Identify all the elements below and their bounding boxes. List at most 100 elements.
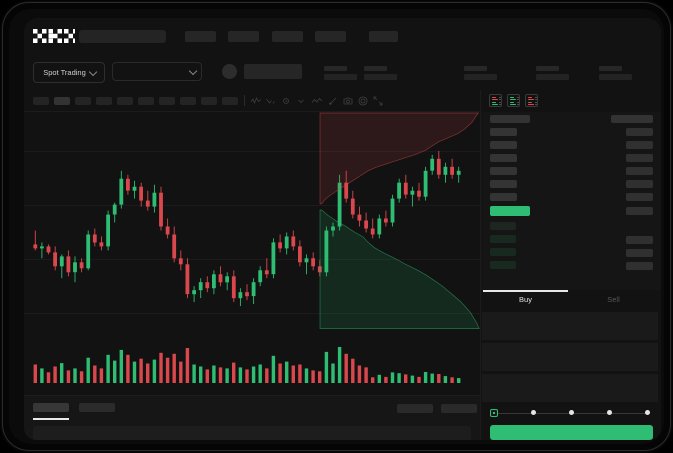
orderbook[interactable] xyxy=(481,112,661,290)
ticker-stat-value xyxy=(364,74,397,80)
volume-bar xyxy=(113,360,117,383)
timeframe-button-0[interactable] xyxy=(33,97,49,105)
orderbook-bid-row-3[interactable] xyxy=(490,261,516,269)
volume-bar xyxy=(238,367,243,383)
orderbook-bid-size-2[interactable] xyxy=(626,249,653,257)
candle xyxy=(112,202,117,223)
orderbook-ask-row-1[interactable] xyxy=(490,141,517,149)
orderbook-bid-row-0[interactable] xyxy=(490,222,516,230)
timeframe-button-2[interactable] xyxy=(75,97,91,105)
camera-icon[interactable] xyxy=(342,95,354,107)
orderbook-ask-size-3[interactable] xyxy=(626,167,653,175)
orderbook-ask-row-2[interactable] xyxy=(490,154,517,162)
orderbook-ask-size-5[interactable] xyxy=(626,193,653,201)
nav-item-5[interactable] xyxy=(369,31,398,42)
candle xyxy=(152,184,157,213)
trading-pair-dropdown[interactable] xyxy=(112,62,202,81)
timeframe-button-1[interactable] xyxy=(54,97,70,105)
orderbook-ask-row-3[interactable] xyxy=(490,167,517,175)
orderbook-ask-row-5[interactable] xyxy=(490,193,517,201)
orderbook-bid-row-1[interactable] xyxy=(490,235,516,243)
timeframe-button-5[interactable] xyxy=(138,97,154,105)
timeframe-button-6[interactable] xyxy=(159,97,175,105)
indicators-icon[interactable] xyxy=(250,95,262,107)
orderbook-ask-size-2[interactable] xyxy=(626,154,653,162)
orderbook-bid-row-2[interactable] xyxy=(490,248,516,256)
candle xyxy=(231,270,236,303)
volume-bar xyxy=(285,361,289,383)
orderbook-both-icon[interactable] xyxy=(489,94,502,107)
price-field[interactable] xyxy=(482,312,658,341)
orderbook-ask-row-0[interactable] xyxy=(490,128,517,136)
volume-bar xyxy=(199,366,203,383)
timeframe-button-7[interactable] xyxy=(180,97,196,105)
orders-panel xyxy=(24,395,480,440)
ticker-stat-2 xyxy=(364,66,397,80)
orderbook-asks-icon[interactable] xyxy=(525,94,538,107)
volume-bar xyxy=(185,348,190,383)
total-field[interactable] xyxy=(482,374,658,403)
fullscreen-icon[interactable] xyxy=(372,95,384,107)
volume-bar xyxy=(390,372,395,383)
candle xyxy=(139,182,143,207)
candle xyxy=(205,276,210,293)
nav-item-3[interactable] xyxy=(272,31,303,42)
orderbook-last-size[interactable] xyxy=(626,207,653,215)
percent-step-75[interactable] xyxy=(607,410,612,415)
orderbook-last-price-row[interactable] xyxy=(490,206,530,216)
nav-item-2[interactable] xyxy=(228,31,259,42)
percent-slider[interactable] xyxy=(490,408,653,418)
candle xyxy=(245,284,249,301)
volume-bar xyxy=(351,358,355,383)
candlestick-chart[interactable] xyxy=(24,111,480,336)
orderbook-ask-size-4[interactable] xyxy=(626,180,653,188)
orders-tab-1[interactable] xyxy=(79,403,115,412)
percent-step-25[interactable] xyxy=(531,410,536,415)
orderbook-header-left[interactable] xyxy=(490,115,530,123)
volume-bar xyxy=(99,368,104,383)
orderbook-bid-size-1[interactable] xyxy=(626,236,653,244)
candle xyxy=(430,154,435,175)
orderbook-ask-size-0[interactable] xyxy=(626,128,653,136)
candle xyxy=(278,234,282,253)
orderbook-bid-size-3[interactable] xyxy=(626,262,653,270)
settings-icon[interactable] xyxy=(357,95,369,107)
nav-item-1[interactable] xyxy=(185,31,216,42)
volume-bar xyxy=(344,353,348,383)
orders-tab-0[interactable] xyxy=(33,403,69,412)
chevron-down-icon[interactable] xyxy=(295,95,307,107)
timeframe-button-9[interactable] xyxy=(222,97,238,105)
candle xyxy=(86,230,91,271)
chart-type-icon[interactable] xyxy=(311,95,323,107)
orders-action-0[interactable] xyxy=(397,404,433,413)
timeframe-button-4[interactable] xyxy=(117,97,133,105)
orderbook-bids-icon[interactable] xyxy=(507,94,520,107)
candle xyxy=(198,278,203,299)
percent-step-100[interactable] xyxy=(645,410,650,415)
volume-bar xyxy=(298,364,302,383)
timeframe-button-8[interactable] xyxy=(201,97,217,105)
okx-logo[interactable] xyxy=(33,29,75,43)
timeframe-button-3[interactable] xyxy=(96,97,112,105)
volume-bar xyxy=(205,369,209,383)
tab-sell[interactable]: Sell xyxy=(607,295,620,304)
orderbook-ask-size-1[interactable] xyxy=(626,141,653,149)
ticker-stat-5 xyxy=(599,66,632,80)
percent-step-50[interactable] xyxy=(569,410,574,415)
device-bezel: Spot Trading xyxy=(9,9,664,444)
search-input[interactable] xyxy=(79,30,166,43)
volume-bar xyxy=(324,351,329,383)
chart-toolbar xyxy=(24,90,480,112)
orders-action-1[interactable] xyxy=(441,404,477,413)
compare-icon[interactable] xyxy=(265,95,277,107)
percent-slider-handle[interactable] xyxy=(490,409,498,417)
nav-item-4[interactable] xyxy=(315,31,346,42)
buy-submit-button[interactable] xyxy=(490,425,653,440)
amount-field[interactable] xyxy=(482,343,658,372)
orderbook-ask-row-4[interactable] xyxy=(490,180,517,188)
drawing-tools-icon[interactable] xyxy=(327,95,339,107)
tab-buy[interactable]: Buy xyxy=(519,295,532,304)
orderbook-header-right[interactable] xyxy=(611,115,653,123)
alert-icon[interactable] xyxy=(280,95,292,107)
spot-trading-dropdown[interactable]: Spot Trading xyxy=(33,62,105,83)
